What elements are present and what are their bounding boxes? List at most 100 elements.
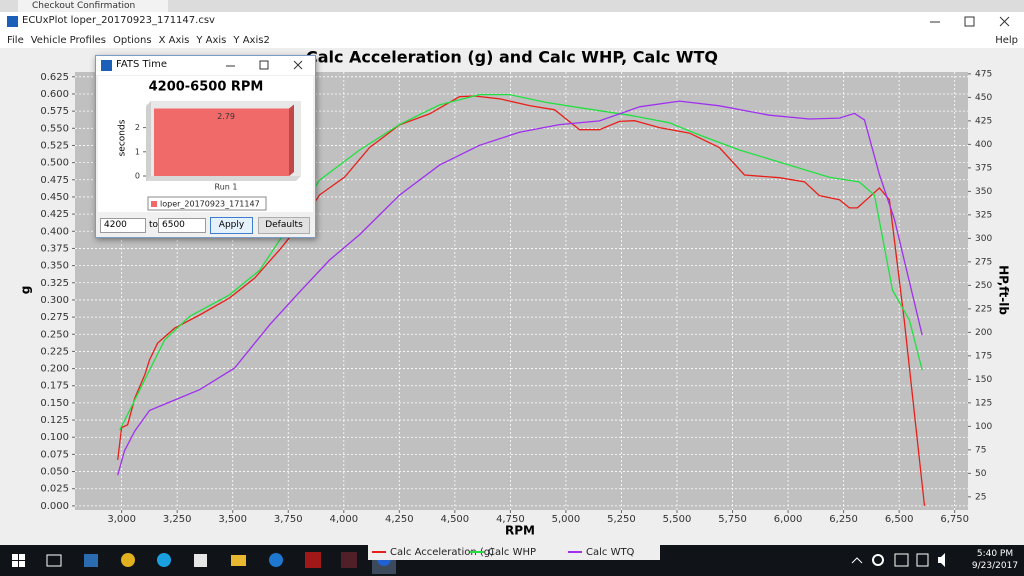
menu-item[interactable]: Help [995,34,1018,46]
apply-button[interactable]: Apply [210,217,253,234]
tray-icon[interactable] [916,553,929,567]
x-tick-label: 3,750 [274,514,303,525]
menu-item[interactable]: Y Axis2 [233,34,270,46]
close-button[interactable] [999,16,1010,27]
y2-tick-label: 250 [975,281,992,291]
y2-tick-label: 175 [975,351,992,361]
y2-axis-label: HP,ft-lb [997,265,1011,315]
series-line [117,100,923,476]
tray-chevron[interactable] [851,557,863,564]
menu-bar: File Vehicle Profiles Options X Axis Y Axis Y… [0,32,1024,48]
task-view[interactable] [46,554,62,567]
y2-tick-label: 400 [975,140,992,150]
app-icon [7,16,18,27]
y2-tick-label: 75 [975,445,986,455]
y2-tick-label: 225 [975,304,992,314]
dialog-title: FATS Time [116,59,168,70]
bar [154,108,289,176]
x-tick-label: 3,500 [218,514,247,525]
x-tick-label: 4,250 [385,514,414,525]
taskbar-app[interactable] [157,553,171,567]
x-tick-label: 4,500 [441,514,470,525]
from-input[interactable]: 4200 [100,218,146,233]
dialog-icon [101,60,112,71]
taskbar-app[interactable] [121,553,135,567]
to-label: to [149,220,159,230]
y-tick-label: 0.375 [40,243,69,254]
y-tick-label: 0.125 [40,415,69,426]
to-input[interactable]: 6500 [158,218,206,233]
menu-item[interactable]: Options [112,34,152,46]
y-tick-label: 0.450 [40,192,69,203]
series-line [119,93,923,431]
volume-icon[interactable] [938,553,945,567]
x-tick-label: Run 1 [215,183,238,192]
x-axis-label: RPM [505,524,535,538]
y2-tick-label: 425 [975,116,992,126]
window-controls [7,16,1010,27]
maximize-button[interactable] [259,60,269,70]
y-tick-label: 0.600 [40,89,69,100]
x-tick-label: 5,500 [663,514,692,525]
y-tick-label: 1 [135,147,140,156]
y-tick-label: 0.475 [40,175,69,186]
y-tick-label: 0.050 [40,467,69,478]
close-button[interactable] [293,60,303,70]
y2-tick-label: 300 [975,234,992,244]
plot-floor [146,176,301,181]
taskbar-app[interactable] [84,554,98,567]
start-button[interactable] [12,554,25,567]
legend-box [147,196,267,211]
fats-chart: 4200-6500 RPM seconds 0 1 2 Run 1 2.79 loper_… [96,56,315,212]
x-tick-label: 6,250 [829,514,858,525]
y-tick-label: 0.150 [40,398,69,409]
y-tick-label: 0.625 [40,72,69,83]
y-tick-label: 0.425 [40,209,69,220]
y2-tick-label: 50 [975,469,987,479]
window-title-bar [0,12,1024,32]
x-tick-label: 4,000 [329,514,358,525]
plot-side [146,101,151,181]
y2-tick-label: 100 [975,422,992,432]
menu-item[interactable]: Vehicle Profiles [30,34,106,46]
taskbar-clock[interactable]: 5:40 PM 9/23/2017 [970,548,1020,572]
taskbar-app[interactable] [305,552,321,568]
y2-tick-label: 325 [975,210,992,220]
y-tick-label: 0 [135,172,140,181]
menu-item[interactable]: X Axis [158,34,190,46]
tray-icon[interactable] [894,553,909,567]
maximize-button[interactable] [964,16,975,27]
menu-item[interactable]: File [7,34,24,46]
taskbar-app[interactable] [269,553,283,567]
taskbar-app[interactable] [194,554,207,567]
legend-label: loper_20170923_171147 [160,200,260,209]
y-tick-label: 0.400 [40,226,69,237]
taskbar-app[interactable] [231,555,246,566]
y2-tick-label: 150 [975,375,992,385]
y-tick-label: 0.525 [40,140,69,151]
y-tick-label: 0.500 [40,158,69,169]
y-tick-label: 0.175 [40,381,69,392]
tray-icon[interactable] [872,554,884,566]
y-tick-label: 0.550 [40,123,69,134]
y-axis-label: seconds [118,119,128,156]
y2-tick-label: 350 [975,187,992,197]
y2-tick-label: 475 [975,69,992,79]
bar-side [289,104,294,176]
y-tick-label: 0.350 [40,261,69,272]
browser-tab[interactable]: Checkout Confirmation [18,0,168,12]
y2-tick-label: 375 [975,163,992,173]
taskbar-app[interactable] [341,552,357,568]
x-tick-label: 4,750 [496,514,525,525]
clock-date: 9/23/2017 [971,561,1019,571]
browser-tab-strip [0,0,1024,12]
defaults-button[interactable]: Defaults [258,217,310,234]
clock-time: 5:40 PM [976,549,1014,559]
y-tick-label: 0.325 [40,278,69,289]
y-axis-label: g [19,286,33,295]
legend-label: Calc WTQ [586,547,635,558]
y-tick-label: 0.100 [40,432,69,443]
menu-item[interactable]: Y Axis [196,34,227,46]
series-line [117,95,926,506]
